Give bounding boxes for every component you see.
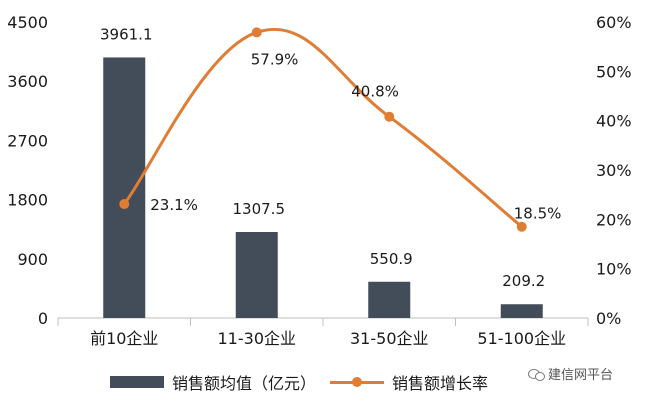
bar-data-label: 1307.5 <box>233 200 286 218</box>
category-label: 11-30企业 <box>218 329 297 348</box>
left-tick-label: 0 <box>38 309 48 328</box>
watermark-text: 建信网平台 <box>548 368 614 383</box>
line-data-labels: 23.1% 57.9% 40.8% 18.5% <box>150 50 561 222</box>
line-data-label: 23.1% <box>150 196 198 214</box>
bar-data-label: 3961.1 <box>100 25 153 43</box>
right-tick-label: 40% <box>596 112 632 131</box>
bar <box>368 281 411 318</box>
line-point <box>516 221 527 232</box>
line-point <box>251 27 262 38</box>
left-tick-label: 900 <box>17 250 48 269</box>
right-tick-label: 0% <box>596 309 621 328</box>
category-label: 31-50企业 <box>350 329 429 348</box>
bar <box>103 57 146 319</box>
right-tick-label: 30% <box>596 161 632 180</box>
left-tick-label: 4500 <box>7 13 48 32</box>
legend: 销售额均值（亿元） 销售额增长率 <box>110 370 488 394</box>
bar <box>235 231 278 318</box>
legend-line-label: 销售额增长率 <box>392 374 489 393</box>
legend-bar-label: 销售额均值（亿元） <box>172 374 317 393</box>
combo-chart: 0 900 1800 2700 3600 4500 0% 10% 20% 30% 40% 50% 60… <box>7 13 632 348</box>
right-axis: 0% 10% 20% 30% 40% 50% 60% <box>596 13 632 328</box>
category-label: 前10企业 <box>90 329 158 348</box>
left-axis: 0 900 1800 2700 3600 4500 <box>7 13 48 328</box>
line-point <box>119 199 130 210</box>
right-tick-label: 20% <box>596 210 632 229</box>
category-labels: 前10企业 11-30企业 31-50企业 51-100企业 <box>57 318 589 348</box>
left-tick-label: 3600 <box>7 72 48 91</box>
left-tick-label: 2700 <box>7 131 48 150</box>
line-path <box>123 27 523 228</box>
watermark: 建信网平台 <box>528 364 613 383</box>
right-tick-label: 60% <box>596 13 632 32</box>
bar-data-label: 209.2 <box>502 272 545 290</box>
category-label: 51-100企业 <box>477 329 566 348</box>
legend-item-bar: 销售额均值（亿元） <box>110 370 316 394</box>
legend-bar-swatch <box>110 376 164 388</box>
bar-data-label: 550.9 <box>370 250 413 268</box>
wechat-icon <box>528 367 545 381</box>
bar <box>500 304 543 318</box>
bar-series <box>103 57 543 319</box>
line-data-label: 57.9% <box>251 50 299 68</box>
left-tick-label: 1800 <box>7 191 48 210</box>
line-data-label: 18.5% <box>514 205 562 223</box>
line-series <box>119 27 527 232</box>
line-point <box>384 111 395 122</box>
legend-item-line: 销售额增长率 <box>330 370 488 394</box>
bar-data-labels: 3961.1 1307.5 550.9 209.2 <box>100 25 545 290</box>
line-data-label: 40.8% <box>351 83 399 101</box>
right-tick-label: 10% <box>596 260 632 279</box>
legend-line-swatch <box>330 376 385 388</box>
right-tick-label: 50% <box>596 62 632 81</box>
